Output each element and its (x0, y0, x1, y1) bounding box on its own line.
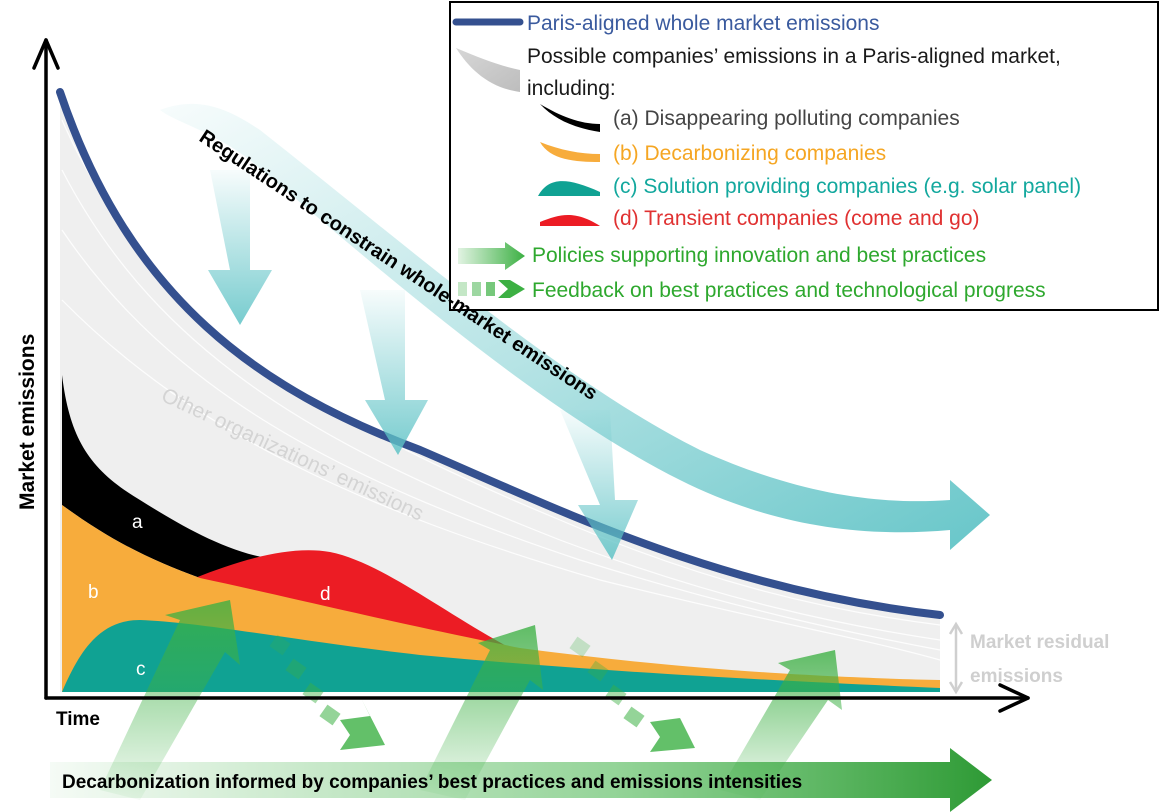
legend-policy-arrow-icon (458, 242, 525, 270)
paris-aligned-area (60, 92, 940, 692)
legend-c-text: (c) Solution providing companies (e.g. s… (613, 175, 1081, 198)
region-d-label: d (320, 584, 331, 605)
legend-b-text: (b) Decarbonizing companies (613, 142, 886, 165)
x-axis-label: Time (56, 709, 100, 730)
x-axis-arrowhead (998, 683, 1030, 713)
legend-gray-wedge-icon (456, 48, 520, 92)
y-axis-label: Market emissions (16, 334, 39, 510)
residual-marker (948, 621, 964, 695)
region-b-label: b (88, 582, 99, 603)
residual-label-1: Market residual (970, 632, 1109, 653)
axes (32, 38, 1030, 713)
legend-feedback-arrow-icon (458, 280, 525, 298)
regulations-band (160, 103, 990, 550)
legend-possible-text-1: Possible companies’ emissions in a Paris… (527, 45, 1061, 68)
bottom-banner-arrow (50, 748, 992, 812)
legend-paris-text: Paris-aligned whole market emissions (527, 12, 879, 35)
legend-c-icon (538, 181, 600, 196)
residual-label-2: emissions (970, 666, 1063, 687)
region-a-label: a (132, 512, 143, 533)
bottom-banner-text: Decarbonization informed by companies’ b… (62, 772, 802, 793)
region-c-label: c (136, 659, 146, 680)
legend-a-icon (540, 104, 600, 132)
region-a-polluting (62, 375, 280, 578)
legend-policies-text: Policies supporting innovation and best … (532, 244, 986, 267)
region-d-transient (195, 550, 510, 648)
legend-d-icon (540, 215, 600, 226)
feedback-arrows (269, 634, 695, 752)
legend-possible-text-2: including: (527, 77, 616, 100)
regulation-arrows (208, 170, 638, 560)
legend-b-icon (540, 142, 600, 162)
legend-a-text: (a) Disappearing polluting companies (613, 107, 960, 130)
region-c-solution (62, 620, 940, 692)
legend-d-text: (d) Transient companies (come and go) (613, 207, 980, 230)
y-axis-arrowhead (32, 38, 60, 70)
paris-aligned-curve (56, 88, 944, 619)
legend-feedback-text: Feedback on best practices and technolog… (532, 279, 1046, 302)
